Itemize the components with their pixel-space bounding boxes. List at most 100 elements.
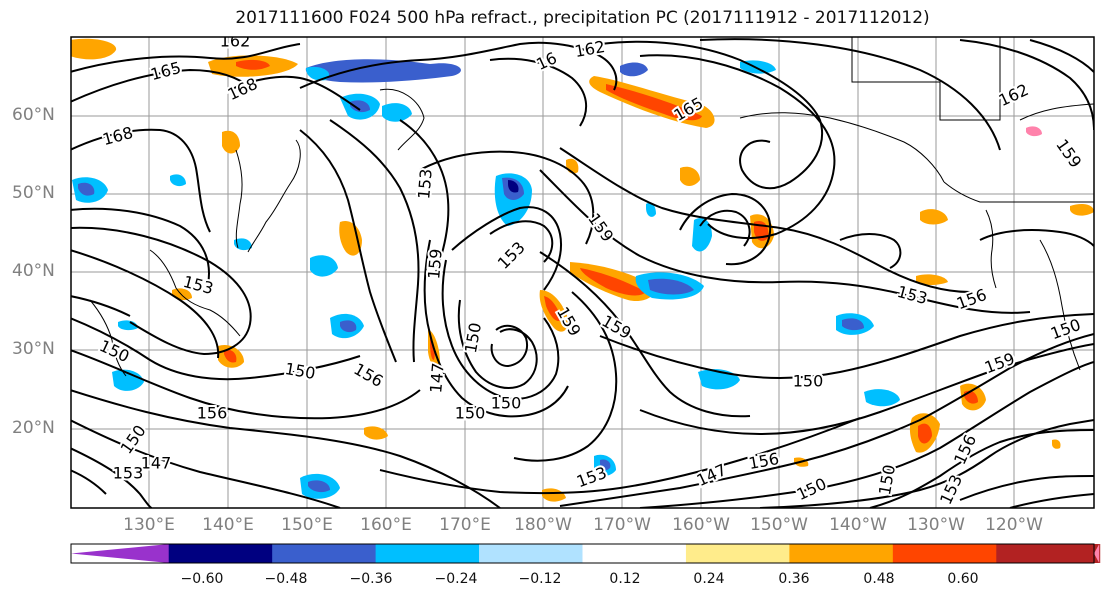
- colorbar-bin: [685, 544, 790, 563]
- coastline: [985, 209, 997, 289]
- coastline: [851, 37, 1001, 121]
- coastline: [943, 181, 1094, 203]
- map-title: 2017111600 F024 500 hPa refract., precip…: [235, 8, 930, 28]
- contour-line: [490, 324, 528, 368]
- precip-patch: [680, 166, 700, 186]
- contour-line: [71, 419, 341, 508]
- precip-patch: [1052, 439, 1061, 449]
- map-frame: [70, 36, 1095, 509]
- coastline: [1039, 239, 1081, 371]
- contour-line: [299, 41, 618, 91]
- precip-patch: [71, 38, 117, 60]
- precip-patch: [222, 130, 240, 154]
- contour-line: [71, 317, 361, 381]
- contour-line: [959, 39, 1094, 131]
- coastline: [89, 299, 127, 377]
- colorbar-extend-high: [1094, 544, 1100, 563]
- lon-label-140w: 140°W: [829, 515, 887, 535]
- contour-line: [699, 38, 1001, 151]
- colorbar-bin: [996, 544, 1101, 563]
- precipitation-shading: [71, 38, 1094, 502]
- contour-label: 153: [414, 168, 436, 200]
- colorbar-tick: 0.12: [609, 571, 641, 587]
- colorbar-bin: [892, 544, 997, 563]
- contour-line: [423, 239, 569, 418]
- colorbar-tick: −0.48: [264, 571, 308, 587]
- precip-patch: [916, 274, 948, 285]
- contour-line: [1009, 493, 1094, 508]
- contour-line: [399, 119, 450, 273]
- contour-line: [299, 129, 397, 363]
- colorbar-bin: [375, 544, 480, 563]
- contour-label: 150: [491, 394, 522, 413]
- contour-line: [599, 313, 1094, 379]
- contour-line: [71, 207, 210, 285]
- contour-line: [451, 206, 562, 291]
- contour-line: [639, 54, 836, 240]
- contour-line: [489, 220, 554, 263]
- lat-label-50n: 50°N: [12, 183, 55, 203]
- contour-line: [71, 249, 220, 359]
- precip-patch: [350, 100, 370, 113]
- colorbar-tick: 0.60: [947, 571, 979, 587]
- precip-patch: [305, 59, 461, 83]
- contour-line: [869, 429, 1094, 508]
- precip-patch: [364, 426, 388, 440]
- precip-patch: [606, 84, 702, 121]
- colorbar-tick: 0.24: [693, 571, 725, 587]
- precip-patch: [864, 389, 900, 407]
- contour-line: [513, 291, 618, 462]
- contour-line: [559, 147, 971, 293]
- contour-line: [839, 233, 902, 269]
- lon-label-170e: 170°E: [439, 515, 491, 535]
- contour-line: [979, 229, 1094, 247]
- precip-patch: [918, 423, 932, 444]
- precip-patch: [306, 66, 330, 81]
- precip-patch: [692, 217, 712, 252]
- contour-line: [71, 389, 501, 508]
- contour-line: [71, 68, 255, 103]
- lon-label-150w: 150°W: [750, 515, 808, 535]
- coastline: [1019, 103, 1094, 121]
- colorbar-tick: −0.36: [349, 571, 393, 587]
- contour-line: [71, 447, 153, 508]
- contour-line: [959, 475, 1094, 501]
- precip-patch: [842, 318, 864, 331]
- refractivity-contours: [71, 38, 1094, 508]
- lon-label-130e: 130°E: [123, 515, 175, 535]
- contour-line: [441, 259, 560, 400]
- contour-line: [1029, 39, 1094, 73]
- contour-line: [419, 150, 595, 245]
- colorbar-segments: [71, 544, 1101, 563]
- contour-line: [71, 469, 107, 495]
- contour-line: [379, 417, 861, 495]
- precip-patch: [340, 320, 357, 333]
- contour-label: 162: [220, 32, 251, 51]
- contour-line: [639, 361, 1094, 508]
- precip-patch: [112, 369, 144, 391]
- contour-line: [71, 295, 131, 317]
- precip-patch: [339, 220, 362, 256]
- colorbar-tick: −0.60: [180, 571, 224, 587]
- lon-label-170w: 170°W: [593, 515, 651, 535]
- precip-patch: [544, 296, 562, 322]
- contour-line: [679, 192, 772, 266]
- contour-line: [489, 57, 588, 127]
- colorbar-bin: [479, 544, 583, 563]
- precip-patch: [382, 103, 412, 122]
- contour-line: [539, 169, 1031, 314]
- contour-label: 147: [141, 454, 172, 473]
- contour-line: [71, 349, 421, 420]
- precip-patch: [310, 255, 338, 277]
- contour-line: [71, 128, 211, 233]
- precip-patch: [224, 349, 237, 363]
- lon-label-180w: 180°W: [514, 515, 572, 535]
- colorbar-bin: [272, 544, 377, 563]
- contour-line: [71, 226, 252, 356]
- contour-line: [539, 251, 751, 418]
- precip-patch: [234, 238, 252, 251]
- contour-label: 150: [455, 404, 486, 423]
- colorbar-extend-low: [71, 544, 170, 563]
